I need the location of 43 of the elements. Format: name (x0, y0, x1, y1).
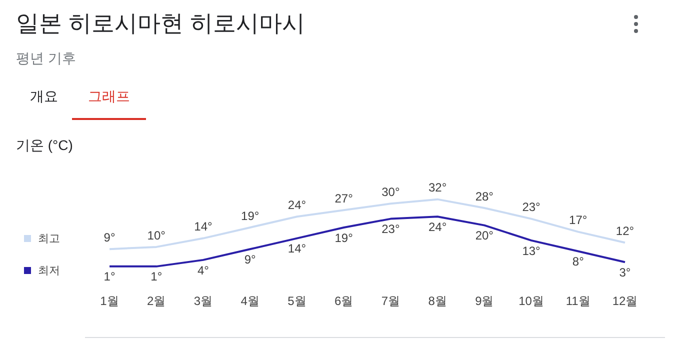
x-tick-label: 10월 (518, 294, 544, 308)
data-label: 12° (616, 224, 634, 238)
x-tick-label: 6월 (334, 294, 354, 308)
x-tick-label: 12월 (612, 294, 638, 308)
data-label: 13° (522, 244, 541, 258)
x-tick-label: 2월 (147, 294, 166, 308)
data-label: 28° (475, 189, 494, 204)
x-tick-label: 9월 (475, 294, 494, 308)
x-tick-label: 5월 (288, 294, 306, 308)
data-label: 23° (382, 222, 400, 236)
x-tick-label: 11월 (566, 294, 590, 308)
data-label: 27° (334, 191, 354, 206)
data-label: 4° (198, 263, 210, 278)
x-tick-label: 4월 (240, 294, 260, 308)
data-label: 10° (147, 228, 166, 242)
x-tick-label: 1월 (100, 294, 119, 308)
legend-label: 최저 (38, 264, 60, 278)
chart-title: 일본 히로시마현 히로시마시 (16, 9, 305, 38)
x-tick-label: 8월 (428, 294, 447, 308)
data-label: 24° (428, 220, 447, 234)
data-label: 14° (194, 220, 213, 234)
legend-label: 최고 (38, 232, 60, 246)
data-label: 19° (241, 208, 260, 223)
data-label: 19° (334, 230, 354, 245)
data-label: 20° (475, 228, 494, 243)
data-label: 9° (104, 230, 116, 244)
data-label: 24° (288, 198, 306, 212)
text: 개요 (30, 88, 58, 106)
data-label: 14° (288, 242, 306, 256)
y-axis-title: 기온 (°C) (16, 137, 73, 155)
data-label: 8° (572, 254, 584, 269)
text: 그래프 (88, 88, 130, 106)
data-label: 17° (569, 213, 588, 228)
data-label: 3° (619, 265, 631, 280)
data-label: 30° (382, 184, 400, 199)
chart-subtitle: 평년 기후 (16, 50, 76, 68)
data-label: 23° (522, 200, 541, 214)
data-label: 9° (244, 252, 256, 266)
x-tick-label: 3월 (194, 294, 213, 308)
data-label: 1° (104, 270, 116, 284)
data-label: 1° (150, 270, 162, 284)
data-label: 32° (428, 180, 447, 195)
x-tick-label: 7월 (381, 294, 400, 308)
